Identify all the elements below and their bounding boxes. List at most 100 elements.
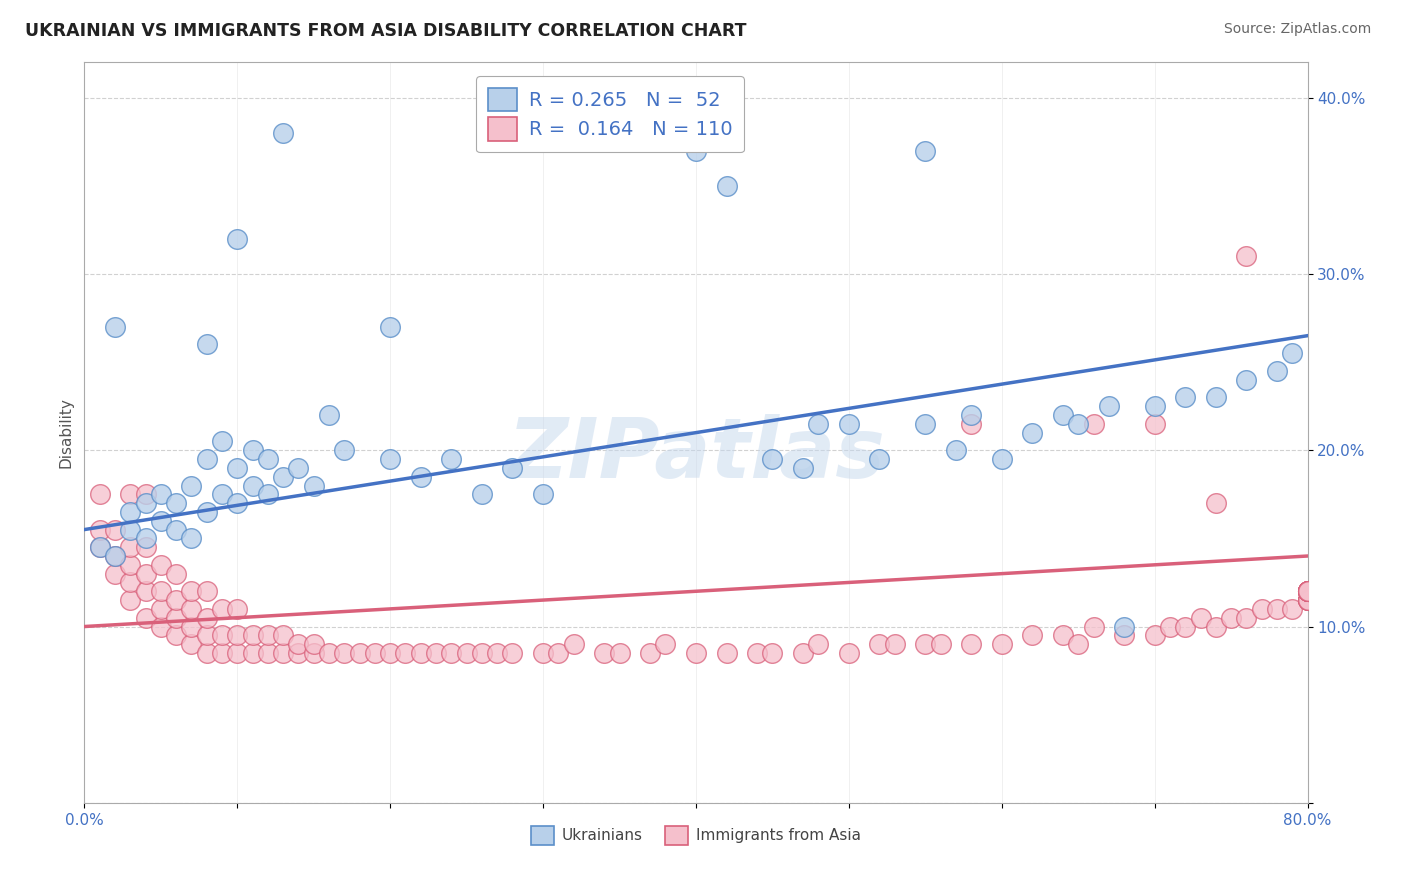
Point (104, 523, 127, 537)
Point (165, 523, 187, 537)
Point (716, 646, 738, 660)
Point (1143, 417, 1166, 431)
Point (135, 487, 157, 501)
Point (195, 452, 218, 467)
Point (242, 646, 264, 660)
Point (380, 452, 402, 467)
Point (149, 602, 172, 616)
Point (1296, 593, 1319, 607)
Point (1174, 619, 1197, 633)
Point (104, 549, 127, 563)
Point (1067, 417, 1090, 431)
Point (562, 637, 585, 651)
Point (409, 646, 432, 660)
Text: Source: ZipAtlas.com: Source: ZipAtlas.com (1223, 22, 1371, 37)
Point (914, 417, 936, 431)
Point (1236, 610, 1258, 624)
Point (1205, 619, 1227, 633)
Point (104, 566, 127, 581)
Point (195, 646, 218, 660)
Point (547, 646, 569, 660)
Point (1296, 584, 1319, 599)
Point (1296, 584, 1319, 599)
Point (1143, 628, 1166, 642)
Point (1205, 390, 1227, 404)
Point (104, 319, 127, 334)
Point (1296, 584, 1319, 599)
Legend: Ukrainians, Immigrants from Asia: Ukrainians, Immigrants from Asia (524, 820, 868, 851)
Point (471, 487, 494, 501)
Point (1296, 584, 1319, 599)
Point (1250, 602, 1272, 616)
Point (135, 584, 157, 599)
Point (165, 496, 187, 510)
Point (104, 549, 127, 563)
Point (1189, 610, 1212, 624)
Point (869, 452, 891, 467)
Point (135, 566, 157, 581)
Point (211, 646, 233, 660)
Point (333, 646, 356, 660)
Point (991, 637, 1014, 651)
Point (531, 487, 554, 501)
Point (1296, 584, 1319, 599)
Point (394, 646, 416, 660)
Point (89, 523, 111, 537)
Point (593, 646, 616, 660)
Point (716, 178, 738, 193)
Point (945, 443, 967, 458)
Point (1296, 593, 1319, 607)
Point (1296, 584, 1319, 599)
Point (287, 646, 309, 660)
Point (471, 646, 494, 660)
Text: ZIPatlas: ZIPatlas (508, 414, 884, 495)
Point (257, 487, 280, 501)
Point (135, 610, 157, 624)
Point (149, 558, 172, 572)
Point (135, 532, 157, 546)
Point (1021, 628, 1043, 642)
Point (333, 443, 356, 458)
Point (1296, 593, 1319, 607)
Point (165, 628, 187, 642)
Point (120, 593, 142, 607)
Point (1296, 584, 1319, 599)
Point (180, 532, 202, 546)
Point (226, 496, 249, 510)
Point (1281, 346, 1303, 360)
Point (1281, 602, 1303, 616)
Point (1174, 390, 1197, 404)
Point (271, 646, 294, 660)
Point (120, 505, 142, 519)
Point (271, 469, 294, 483)
Point (380, 646, 402, 660)
Point (838, 646, 860, 660)
Point (226, 628, 249, 642)
Point (531, 646, 554, 660)
Point (242, 478, 264, 492)
Point (1296, 584, 1319, 599)
Point (120, 575, 142, 590)
Point (502, 646, 524, 660)
Point (287, 461, 309, 475)
Point (1052, 408, 1074, 422)
Point (747, 646, 769, 660)
Point (409, 469, 432, 483)
Point (1067, 637, 1090, 651)
Point (1296, 593, 1319, 607)
Point (440, 646, 463, 660)
Point (425, 646, 447, 660)
Point (226, 602, 249, 616)
Point (318, 408, 340, 422)
Point (761, 452, 783, 467)
Point (120, 540, 142, 554)
Point (89, 487, 111, 501)
Point (991, 452, 1014, 467)
Point (807, 637, 830, 651)
Point (226, 646, 249, 660)
Point (302, 637, 325, 651)
Point (180, 602, 202, 616)
Point (609, 646, 631, 660)
Point (257, 628, 280, 642)
Point (211, 434, 233, 449)
